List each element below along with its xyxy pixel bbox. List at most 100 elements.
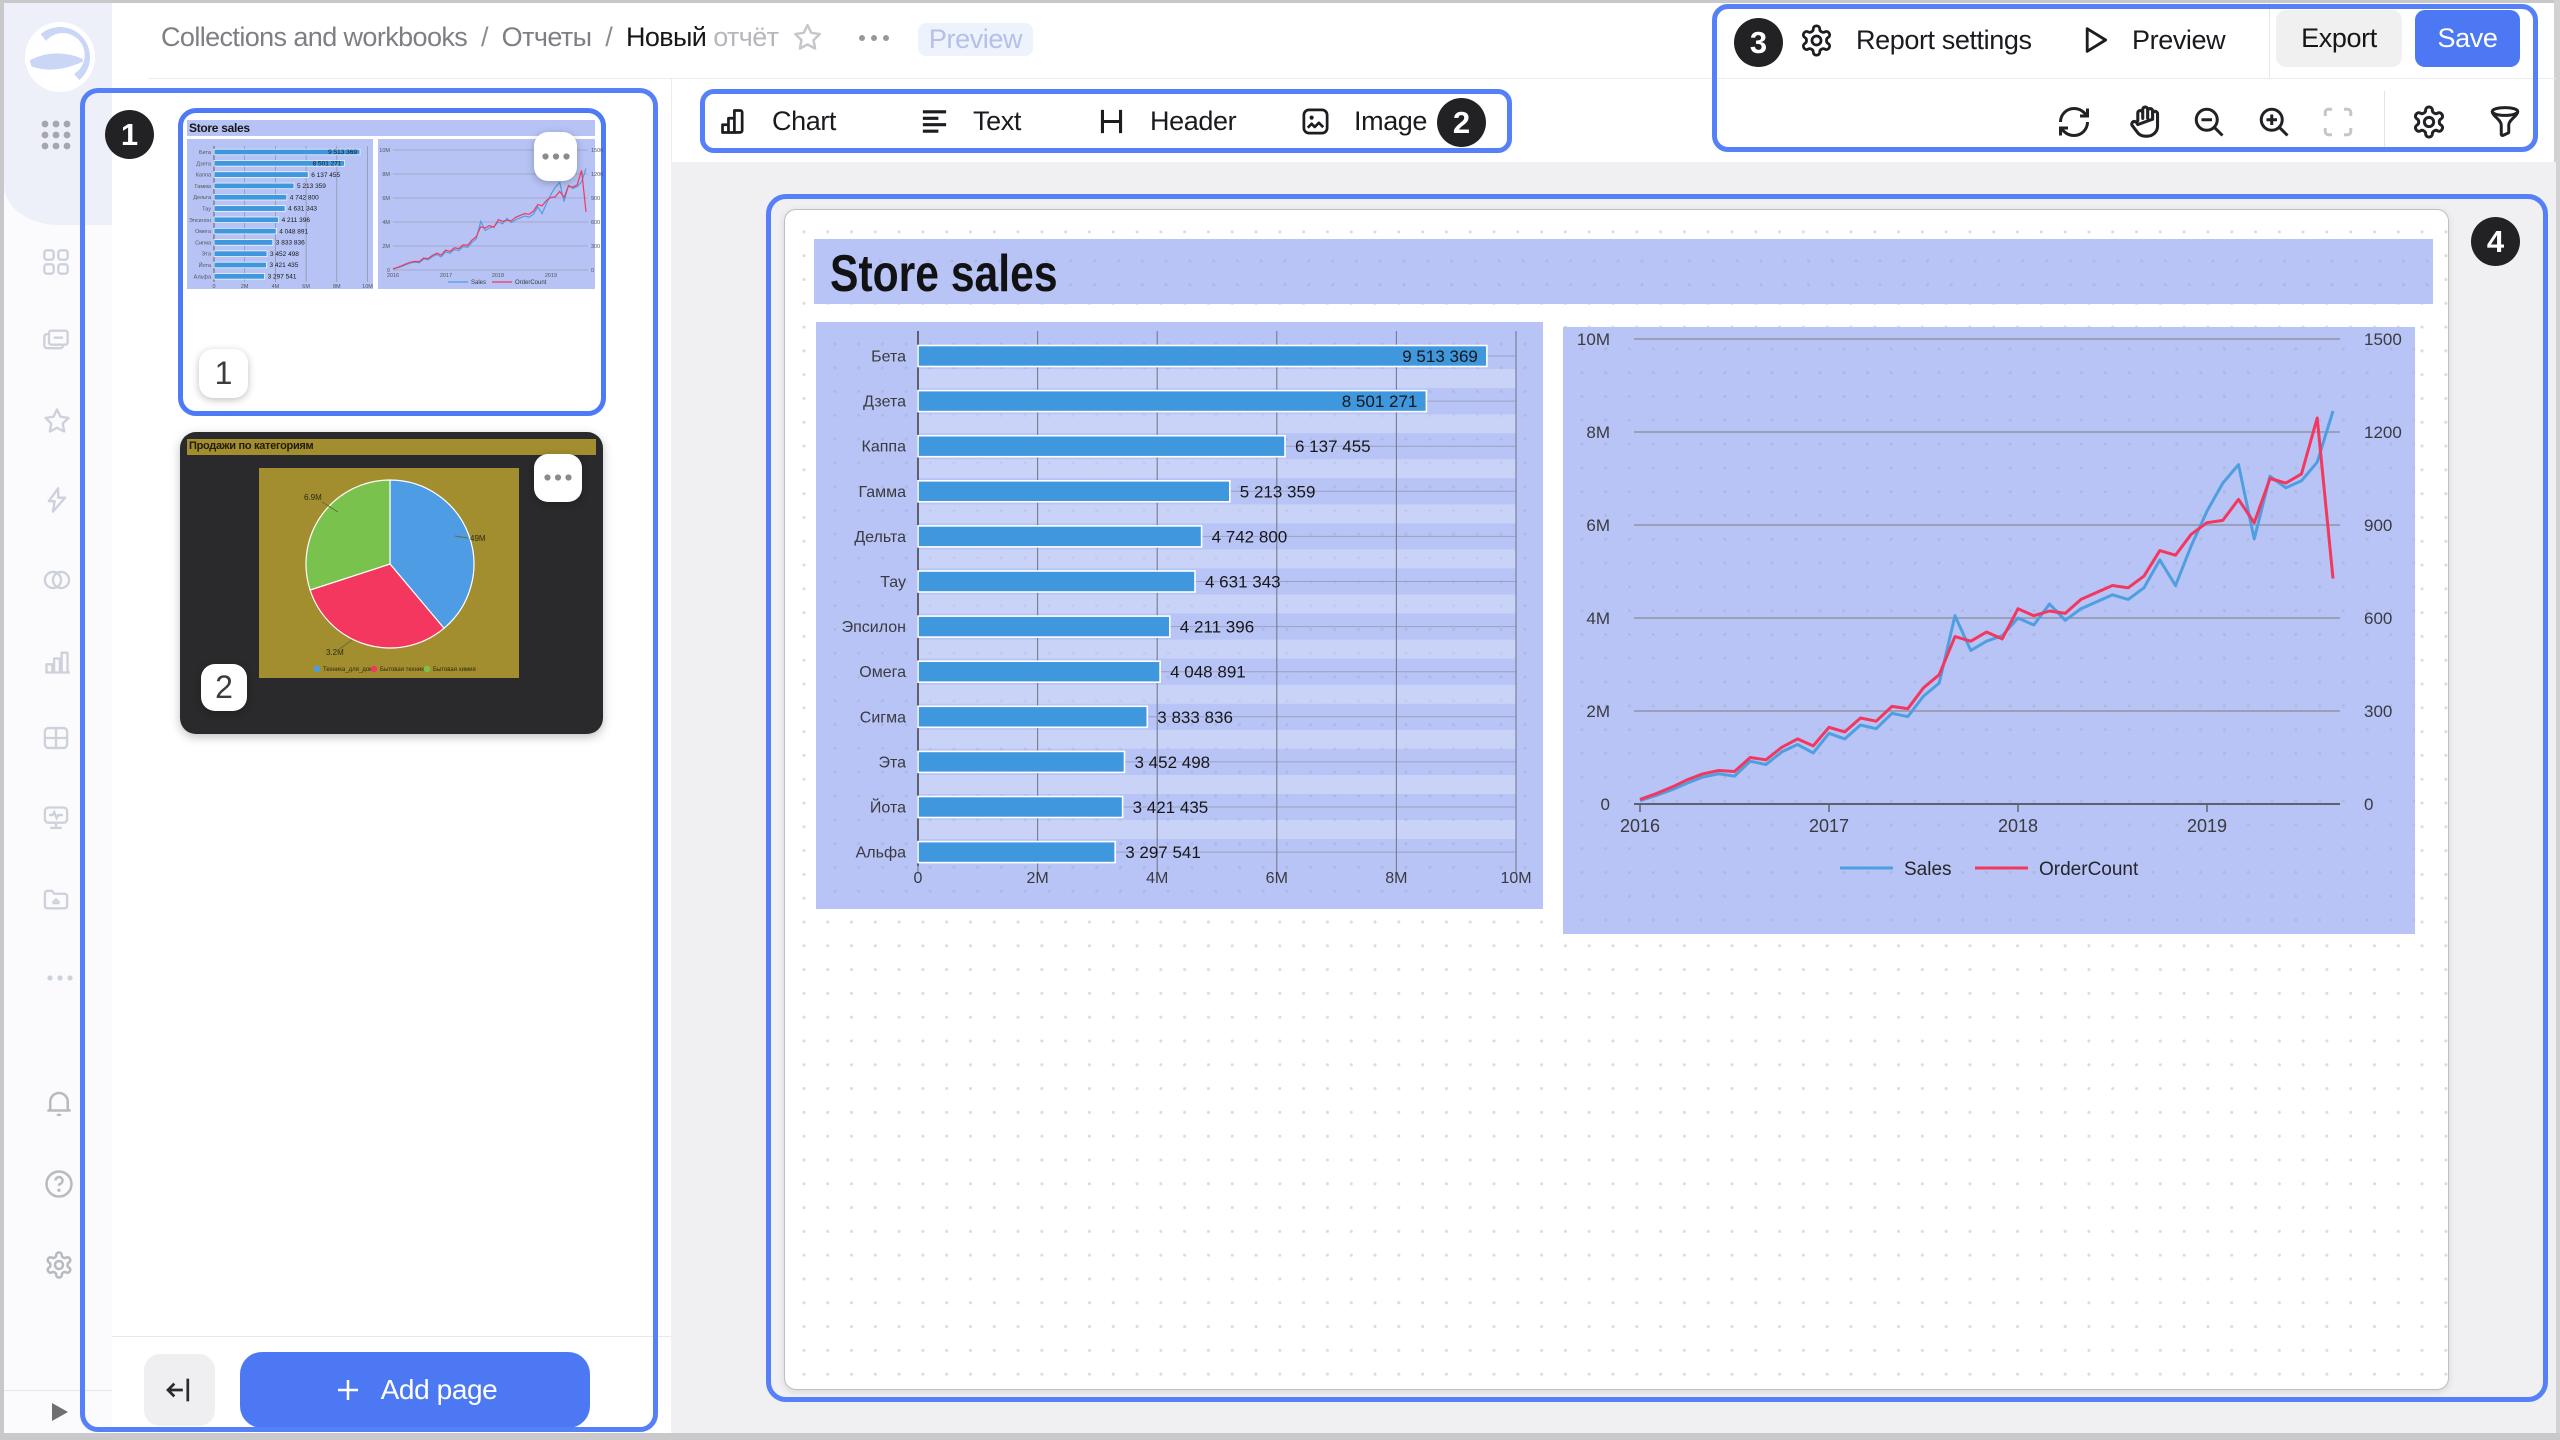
svg-text:Эпсилон: Эпсилон — [842, 619, 906, 636]
svg-text:6 137 455: 6 137 455 — [1295, 437, 1371, 456]
svg-text:0: 0 — [914, 870, 923, 887]
svg-text:2016: 2016 — [387, 273, 399, 279]
svg-text:0: 0 — [387, 268, 390, 274]
svg-text:Сигма: Сигма — [860, 709, 906, 726]
svg-text:Бета: Бета — [871, 349, 906, 366]
svg-text:Бета: Бета — [199, 150, 212, 156]
svg-text:Омега: Омега — [859, 664, 906, 681]
svg-text:300: 300 — [591, 244, 600, 250]
svg-text:1200: 1200 — [2364, 423, 2402, 442]
svg-text:2018: 2018 — [1998, 816, 2038, 836]
svg-text:Альфа: Альфа — [194, 274, 212, 280]
svg-text:6M: 6M — [382, 196, 390, 202]
svg-text:10M: 10M — [379, 148, 390, 154]
svg-text:9 513 369: 9 513 369 — [1402, 347, 1478, 366]
svg-text:Sales: Sales — [471, 280, 486, 286]
svg-text:9 513 369: 9 513 369 — [328, 149, 357, 156]
svg-text:2018: 2018 — [492, 273, 504, 279]
svg-text:OrderCount: OrderCount — [2039, 859, 2139, 880]
svg-text:Эпсилон: Эпсилон — [189, 218, 211, 224]
svg-text:Эта: Эта — [202, 252, 212, 258]
svg-text:3 421 435: 3 421 435 — [1133, 798, 1209, 817]
svg-text:2017: 2017 — [1809, 816, 1849, 836]
svg-text:8 501 271: 8 501 271 — [313, 161, 342, 168]
svg-text:300: 300 — [2364, 702, 2392, 721]
svg-text:4 742 800: 4 742 800 — [1212, 527, 1288, 546]
svg-text:6M: 6M — [1266, 870, 1288, 887]
svg-text:Дзета: Дзета — [196, 161, 212, 167]
svg-text:0: 0 — [1601, 795, 1610, 814]
svg-text:4 211 396: 4 211 396 — [282, 217, 311, 224]
svg-text:Тау: Тау — [880, 574, 906, 591]
svg-text:Йота: Йота — [199, 261, 212, 269]
svg-text:4 211 396: 4 211 396 — [1180, 618, 1254, 637]
svg-text:8M: 8M — [1586, 423, 1610, 442]
svg-text:900: 900 — [2364, 516, 2392, 535]
svg-text:0: 0 — [212, 284, 215, 290]
svg-text:49M: 49M — [470, 534, 486, 543]
svg-text:Техника_для_дома: Техника_для_дома — [323, 667, 377, 673]
svg-text:4M: 4M — [1146, 870, 1168, 887]
svg-text:3 452 498: 3 452 498 — [1135, 753, 1211, 772]
svg-text:2M: 2M — [1026, 870, 1048, 887]
svg-text:Тау: Тау — [202, 207, 211, 213]
svg-text:4 048 891: 4 048 891 — [1170, 663, 1246, 682]
svg-text:Йота: Йота — [870, 798, 906, 817]
svg-text:Бытовая химия: Бытовая химия — [433, 667, 476, 673]
svg-text:Омега: Омега — [195, 229, 212, 235]
svg-text:6.9M: 6.9M — [304, 493, 322, 502]
svg-text:Каппа: Каппа — [196, 173, 212, 179]
svg-text:3 452 498: 3 452 498 — [270, 251, 299, 258]
svg-text:10M: 10M — [362, 284, 373, 290]
svg-text:Сигма: Сигма — [195, 240, 212, 246]
svg-text:4M: 4M — [1586, 609, 1610, 628]
svg-text:8M: 8M — [333, 284, 341, 290]
svg-text:Гамма: Гамма — [858, 484, 906, 501]
svg-text:4M: 4M — [382, 220, 390, 226]
svg-text:2019: 2019 — [545, 273, 557, 279]
svg-text:2019: 2019 — [2187, 816, 2227, 836]
svg-text:Эта: Эта — [878, 754, 906, 771]
svg-text:1500: 1500 — [591, 148, 603, 154]
svg-text:3 297 541: 3 297 541 — [268, 274, 297, 281]
svg-text:4M: 4M — [272, 284, 280, 290]
svg-text:0: 0 — [2364, 795, 2373, 814]
svg-text:2016: 2016 — [1620, 816, 1660, 836]
svg-text:10M: 10M — [1577, 330, 1610, 349]
svg-text:3 297 541: 3 297 541 — [1125, 843, 1201, 862]
svg-text:1500: 1500 — [2364, 330, 2402, 349]
svg-text:3 833 836: 3 833 836 — [276, 240, 305, 247]
svg-text:8M: 8M — [382, 172, 390, 178]
svg-text:3 421 435: 3 421 435 — [270, 262, 299, 269]
svg-text:Дельта: Дельта — [193, 195, 212, 201]
svg-text:6M: 6M — [302, 284, 310, 290]
svg-text:3 833 836: 3 833 836 — [1157, 708, 1233, 727]
svg-text:Гамма: Гамма — [195, 184, 212, 190]
svg-text:2M: 2M — [1586, 702, 1610, 721]
svg-text:10M: 10M — [1500, 870, 1531, 887]
svg-text:5 213 359: 5 213 359 — [297, 183, 326, 190]
svg-text:8 501 271: 8 501 271 — [1342, 392, 1418, 411]
svg-text:OrderCount: OrderCount — [515, 280, 547, 286]
svg-text:2017: 2017 — [440, 273, 452, 279]
svg-text:Альфа: Альфа — [856, 845, 907, 862]
svg-text:2M: 2M — [382, 244, 390, 250]
svg-text:6 137 455: 6 137 455 — [311, 172, 340, 179]
svg-text:6M: 6M — [1586, 516, 1610, 535]
svg-text:1200: 1200 — [591, 172, 603, 178]
svg-text:Дельта: Дельта — [854, 529, 906, 546]
svg-text:Каппа: Каппа — [862, 439, 907, 456]
svg-text:4 631 343: 4 631 343 — [1205, 573, 1281, 592]
svg-text:0: 0 — [591, 268, 594, 274]
svg-text:4 631 343: 4 631 343 — [288, 206, 317, 213]
svg-text:5 213 359: 5 213 359 — [1240, 482, 1316, 501]
svg-text:600: 600 — [591, 220, 600, 226]
svg-text:4 048 891: 4 048 891 — [279, 228, 308, 235]
svg-text:8M: 8M — [1385, 870, 1407, 887]
svg-text:Дзета: Дзета — [863, 394, 906, 411]
svg-text:2M: 2M — [241, 284, 249, 290]
svg-text:3.2M: 3.2M — [326, 648, 344, 657]
svg-text:Бытовая техника: Бытовая техника — [380, 667, 428, 673]
svg-text:4 742 800: 4 742 800 — [290, 194, 319, 201]
svg-text:900: 900 — [591, 196, 600, 202]
